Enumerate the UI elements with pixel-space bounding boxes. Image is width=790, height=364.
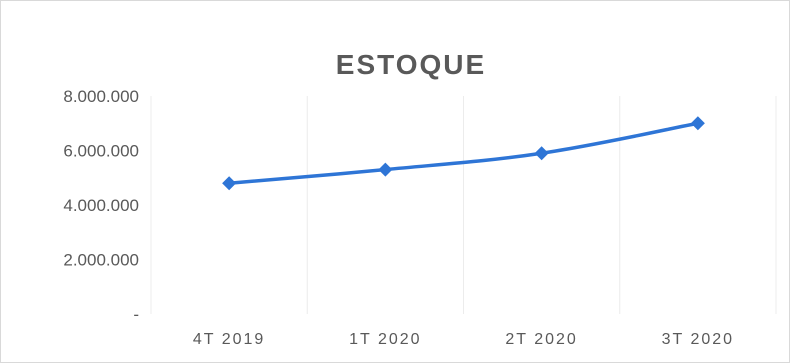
y-tick-label: 8.000.000 bbox=[63, 87, 139, 106]
y-tick-label: 6.000.000 bbox=[63, 142, 139, 161]
y-tick-label: 2.000.000 bbox=[63, 251, 139, 270]
series-layer bbox=[222, 116, 705, 191]
data-point-marker bbox=[534, 146, 549, 161]
y-tick-label: - bbox=[133, 305, 139, 324]
data-point-marker bbox=[222, 176, 237, 191]
y-tick-label: 4.000.000 bbox=[63, 196, 139, 215]
grid-layer bbox=[150, 96, 777, 314]
x-tick-label: 1T 2020 bbox=[349, 331, 421, 348]
x-tick-label: 3T 2020 bbox=[662, 331, 734, 348]
chart-title: ESTOQUE bbox=[336, 49, 486, 80]
axis-layer: - 2.000.000 4.000.000 6.000.000 8.000.000 4T … bbox=[63, 87, 734, 348]
x-tick-label: 2T 2020 bbox=[505, 331, 577, 348]
data-point-marker bbox=[690, 116, 705, 131]
data-point-marker bbox=[378, 162, 393, 177]
x-tick-label: 4T 2019 bbox=[193, 331, 265, 348]
series-line bbox=[228, 121, 699, 185]
